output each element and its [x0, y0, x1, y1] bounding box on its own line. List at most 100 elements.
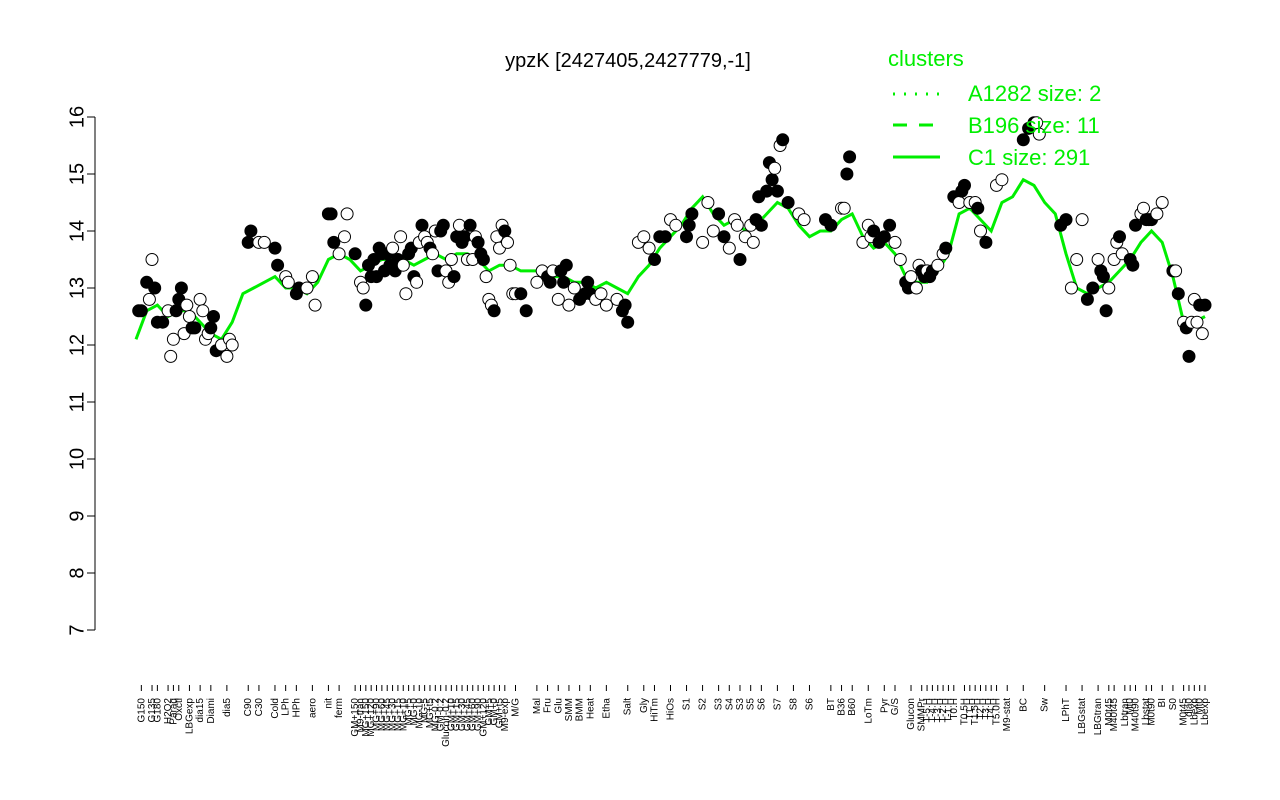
x-tick-label: C90: [243, 698, 254, 717]
x-tick-label: S2: [698, 698, 709, 711]
data-point: [567, 281, 581, 295]
x-tick-label: M9-exp: [500, 698, 511, 732]
data-point: [642, 241, 656, 255]
x-tick-label: HiOs: [666, 698, 677, 720]
data-point: [463, 218, 477, 232]
y-tick-label: 10: [66, 448, 88, 470]
data-point: [487, 304, 501, 318]
x-tick-label: aero: [307, 698, 318, 718]
x-tick-label: S3: [735, 698, 746, 711]
x-tick-label: Lbtran: [1120, 698, 1131, 726]
x-tick-label: GM+t5: [494, 698, 505, 729]
data-point: [840, 167, 854, 181]
data-point: [257, 235, 271, 249]
x-tick-label: MG+t5: [425, 698, 436, 729]
chart-title: ypzK [2427405,2427779,-1]: [505, 50, 751, 72]
data-point: [410, 275, 424, 289]
x-tick-label: Diami: [206, 698, 217, 724]
data-point: [145, 253, 159, 266]
data-point: [682, 218, 696, 232]
data-point: [621, 315, 635, 329]
x-tick-label: Gly: [639, 698, 650, 713]
data-point: [594, 287, 608, 301]
data-point: [498, 224, 512, 238]
x-tick-label: S0: [1168, 698, 1179, 711]
data-point: [415, 218, 429, 232]
x-tick-label: T1.H: [965, 698, 976, 720]
data-point: [1091, 253, 1105, 266]
data-point: [169, 304, 183, 318]
x-tick-label: BT: [826, 698, 837, 711]
data-point: [271, 258, 285, 272]
data-point: [1059, 213, 1073, 227]
data-point: [394, 230, 408, 244]
y-tick-label: 11: [66, 392, 88, 413]
x-tick-label: G180: [152, 698, 163, 723]
x-tick-label: S6: [804, 698, 815, 711]
x-tick-label: MG+90: [372, 698, 383, 732]
x-tick-label: Paraq: [168, 698, 179, 725]
data-point: [995, 173, 1009, 187]
x-tick-label: B60: [847, 698, 858, 716]
x-tick-label: GM+30: [457, 698, 468, 732]
data-point: [669, 218, 683, 232]
data-point: [618, 298, 632, 312]
x-tick-label: Etha: [601, 698, 612, 719]
data-point: [1137, 201, 1150, 215]
x-tick-label: T-5.H: [922, 698, 933, 722]
data-point: [843, 150, 857, 164]
data-point: [396, 258, 410, 272]
data-point: [685, 207, 699, 221]
data-point: [174, 281, 188, 295]
x-tick-label: T0.5H: [959, 698, 970, 725]
y-tick-label: 9: [66, 510, 88, 521]
x-tick-label: Mt0: [1195, 698, 1206, 715]
legend-title: clusters: [888, 46, 964, 71]
legend: clusters A1282 size: 2 B196 size: 11 C1 …: [888, 46, 1101, 170]
x-tick-label: T5.0H: [992, 698, 1003, 725]
y-tick-label: 7: [66, 624, 88, 635]
x-tick-label: C30: [254, 698, 265, 717]
x-tick-label: M40t90: [1131, 698, 1142, 732]
legend-label-b196: B196 size: 11: [968, 113, 1100, 138]
y-tick-label: 13: [66, 277, 88, 299]
data-point: [979, 235, 993, 249]
data-point: [188, 321, 202, 335]
x-tick-label: SMMPr: [917, 697, 928, 731]
data-point: [599, 298, 613, 312]
data-point: [1190, 315, 1204, 329]
x-tick-label: M40t45: [1109, 698, 1120, 732]
data-point: [1016, 133, 1030, 147]
data-point: [1102, 281, 1116, 295]
data-point: [1126, 258, 1140, 272]
x-tick-label: Glucon-0.2: [441, 698, 452, 747]
x-tick-label: ferm: [334, 698, 345, 718]
x-tick-label: MG+30: [388, 698, 399, 732]
data-point: [701, 196, 715, 209]
data-point: [447, 270, 461, 284]
data-point: [1099, 304, 1113, 318]
x-tick-label: MG+60: [377, 698, 388, 732]
data-point: [1086, 281, 1100, 295]
data-point: [1169, 264, 1183, 278]
data-point: [562, 298, 576, 312]
x-tick-label: SMM: [564, 698, 575, 721]
y-ticks: 7 8 9 10 11 12 13 14 15 16: [66, 106, 95, 636]
x-tick-label: MG+5: [404, 698, 415, 726]
data-point: [204, 321, 218, 335]
x-tick-label: Salt: [623, 698, 634, 715]
data-point: [971, 201, 985, 215]
x-tick-label: Glucon: [906, 698, 917, 730]
x-tick-label: M9-tran: [355, 698, 366, 732]
data-point: [281, 275, 295, 289]
x-tick-label: dia0: [1184, 698, 1195, 717]
data-point: [514, 287, 528, 301]
x-tick-label: Pyr: [879, 697, 890, 713]
data-point: [359, 298, 373, 312]
x-tick-label: LPhT: [1061, 698, 1072, 722]
data-point: [220, 349, 234, 363]
x-tick-label: GM+5: [484, 698, 495, 726]
data-point: [399, 287, 413, 301]
x-tick-label: G150: [136, 698, 147, 723]
data-point: [765, 173, 779, 187]
